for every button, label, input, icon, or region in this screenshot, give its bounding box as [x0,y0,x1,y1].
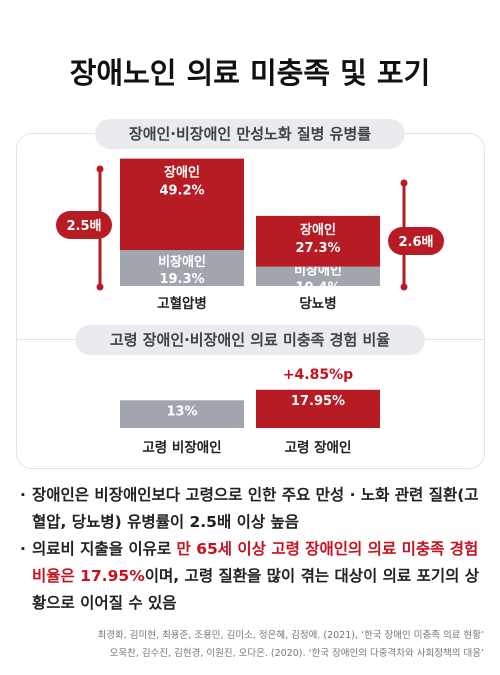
chart-panel [16,133,485,469]
ratio-bracket-dot [96,283,104,291]
bullet-text-1: 장애인은 비장애인보다 고령으로 인한 주요 만성 · 노화 관련 질환(고혈압… [32,482,490,536]
bar-series-label: 비장애인 [158,254,206,270]
bar-value-label: 49.2% [159,184,204,199]
bullet-item-2: · 의료비 지출을 이유로 만 65세 이상 고령 장애인의 의료 미충족 경험… [20,536,490,617]
bullet-list: · 장애인은 비장애인보다 고령으로 인한 주요 만성 · 노화 관련 질환(고… [20,482,490,617]
ratio-badge [56,211,112,239]
chart1-title: 장애인·비장애인 만성노화 질병 유병률 [95,119,405,149]
bar-non-disabled-2 [256,266,380,286]
chart1-marks: 비장애인19.3%장애인49.2%고혈압병비장애인10.4%장애인27.3%당뇨… [56,158,444,312]
ratio-bracket-dot [400,179,408,187]
difference-annotation: +4.85%p [283,367,353,383]
bar-series-label: 장애인 [300,222,336,238]
category-label: 고혈압병 [157,295,207,312]
bullet-dot: · [20,486,26,504]
reference-1: 최경화, 김미현, 최용준, 조용민, 김미소, 정은혜, 김정애. (2021… [97,630,484,641]
bar-non-disabled-1 [120,250,244,286]
bar-non-disabled [120,400,244,428]
ratio-badge-label: 2.6배 [399,234,434,250]
bullet-2-highlight: 만 65세 이상 고령 장애인의 의료 미충족 경험 비율은 17.95% [32,540,479,585]
bullet-text-2: 의료비 지출을 이유로 만 65세 이상 고령 장애인의 의료 미충족 경험 비… [32,536,490,617]
bar-value-label: 27.3% [295,241,340,256]
ratio-bracket-dot [400,283,408,291]
bullet-item-1: · 장애인은 비장애인보다 고령으로 인한 주요 만성 · 노화 관련 질환(고… [20,482,490,536]
page-title: 장애노인 의료 미충족 및 포기 [69,56,431,90]
bar-value-label: 10.4% [295,280,340,295]
chart2-title: 고령 장애인·비장애인 의료 미충족 경험 비율 [75,325,425,355]
ratio-badge-label: 2.5배 [67,218,102,234]
references: 최경화, 김미현, 최용준, 조용민, 김미소, 정은혜, 김정애. (2021… [14,627,484,663]
chart2-marks: 13% 고령 비장애인 17.95% 고령 장애인 +4.85%p [120,367,380,456]
bullet-2-text-b: 이며, 고령 질환을 많이 겪는 대상이 의료 포기의 상황으로 이어질 수 있… [32,567,480,612]
category-label: 고령 장애인 [285,439,352,456]
chart-canvas: 비장애인19.3%장애인49.2%고혈압병비장애인10.4%장애인27.3%당뇨… [56,158,444,456]
ratio-badge [388,227,444,255]
bar-disabled-2 [256,215,380,267]
bullet-dot: · [20,540,26,558]
bar-disabled [256,389,380,428]
bar-value-label: 13% [166,404,197,419]
bar-disabled-1 [120,158,244,251]
bar-series-label: 장애인 [164,165,200,181]
ratio-bracket-dot [96,165,104,173]
bar-value-label: 17.95% [291,394,345,409]
bullet-2-text-a: 의료비 지출을 이유로 [32,540,177,558]
category-label: 고령 비장애인 [142,439,221,456]
reference-2: 오욱찬, 김수진, 김현경, 이원진, 오다은. (2020). ‘한국 장애인… [109,648,484,659]
bullet-1-text: 장애인은 비장애인보다 고령으로 인한 주요 만성 · 노화 관련 질환(고혈압… [32,486,479,531]
category-label: 당뇨병 [299,295,336,312]
bar-value-label: 19.3% [159,272,204,287]
